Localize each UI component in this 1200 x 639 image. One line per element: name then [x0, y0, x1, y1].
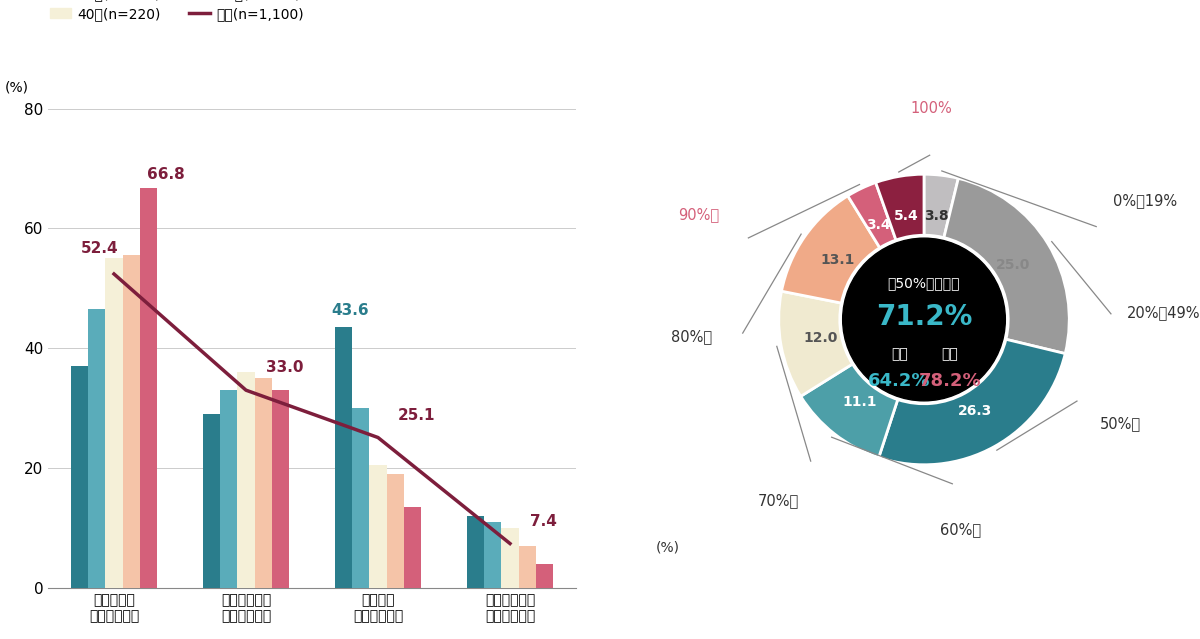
- Bar: [203, 414, 221, 588]
- Bar: [535, 564, 553, 588]
- Text: 78.2%: 78.2%: [919, 371, 982, 390]
- Text: 0%～19%: 0%～19%: [1112, 193, 1177, 208]
- Bar: [89, 309, 106, 588]
- Text: 33.0: 33.0: [265, 360, 304, 375]
- Bar: [502, 528, 518, 588]
- Text: 3.4: 3.4: [866, 218, 892, 232]
- Bar: [403, 507, 421, 588]
- Bar: [254, 378, 271, 588]
- Bar: [271, 390, 289, 588]
- Bar: [467, 516, 485, 588]
- Bar: [370, 465, 386, 588]
- Text: 、50%以上」計: 、50%以上」計: [888, 276, 960, 290]
- Text: 70%台: 70%台: [758, 493, 799, 509]
- Bar: [238, 372, 254, 588]
- Wedge shape: [944, 178, 1069, 353]
- Text: 男性: 男性: [890, 348, 907, 362]
- Bar: [122, 256, 139, 588]
- Text: 71.2%: 71.2%: [876, 303, 972, 330]
- Bar: [335, 327, 353, 588]
- Bar: [106, 258, 122, 588]
- Text: 20%～49%: 20%～49%: [1127, 305, 1200, 320]
- Text: 80%台: 80%台: [671, 330, 712, 344]
- Bar: [139, 188, 157, 588]
- Wedge shape: [878, 339, 1066, 465]
- Text: 64.2%: 64.2%: [868, 371, 930, 390]
- Text: 25.1: 25.1: [398, 408, 436, 422]
- Bar: [71, 366, 89, 588]
- Circle shape: [842, 238, 1006, 401]
- Wedge shape: [924, 174, 959, 238]
- Wedge shape: [847, 183, 896, 248]
- Text: 13.1: 13.1: [821, 253, 856, 267]
- Bar: [353, 408, 370, 588]
- Text: 25.0: 25.0: [996, 258, 1031, 272]
- Bar: [485, 522, 502, 588]
- Text: 52.4: 52.4: [82, 241, 119, 256]
- Bar: [221, 390, 238, 588]
- Wedge shape: [779, 291, 852, 396]
- Text: 66.8: 66.8: [148, 167, 185, 181]
- Wedge shape: [800, 364, 898, 458]
- Text: 43.6: 43.6: [331, 303, 370, 318]
- Text: 100%: 100%: [911, 102, 952, 116]
- Text: 女性: 女性: [942, 348, 959, 362]
- Wedge shape: [876, 174, 924, 240]
- Bar: [386, 474, 403, 588]
- Legend: 20代(n=220), 30代(n=220), 40代(n=220), 50代(n=220), 60代(n=220), 全体(n=1,100): 20代(n=220), 30代(n=220), 40代(n=220), 50代(…: [44, 0, 310, 26]
- Text: 90%台: 90%台: [678, 208, 720, 222]
- Text: 7.4: 7.4: [530, 514, 557, 528]
- Text: (%): (%): [655, 541, 679, 555]
- Text: 60%台: 60%台: [940, 523, 980, 537]
- Text: 12.0: 12.0: [804, 331, 839, 345]
- Wedge shape: [781, 196, 880, 303]
- Y-axis label: (%): (%): [5, 81, 29, 95]
- Text: 11.1: 11.1: [842, 395, 877, 409]
- Bar: [518, 546, 535, 588]
- Text: 50%台: 50%台: [1099, 417, 1141, 431]
- Text: 26.3: 26.3: [958, 404, 992, 418]
- Text: 3.8: 3.8: [924, 209, 949, 222]
- Text: 5.4: 5.4: [894, 210, 919, 224]
